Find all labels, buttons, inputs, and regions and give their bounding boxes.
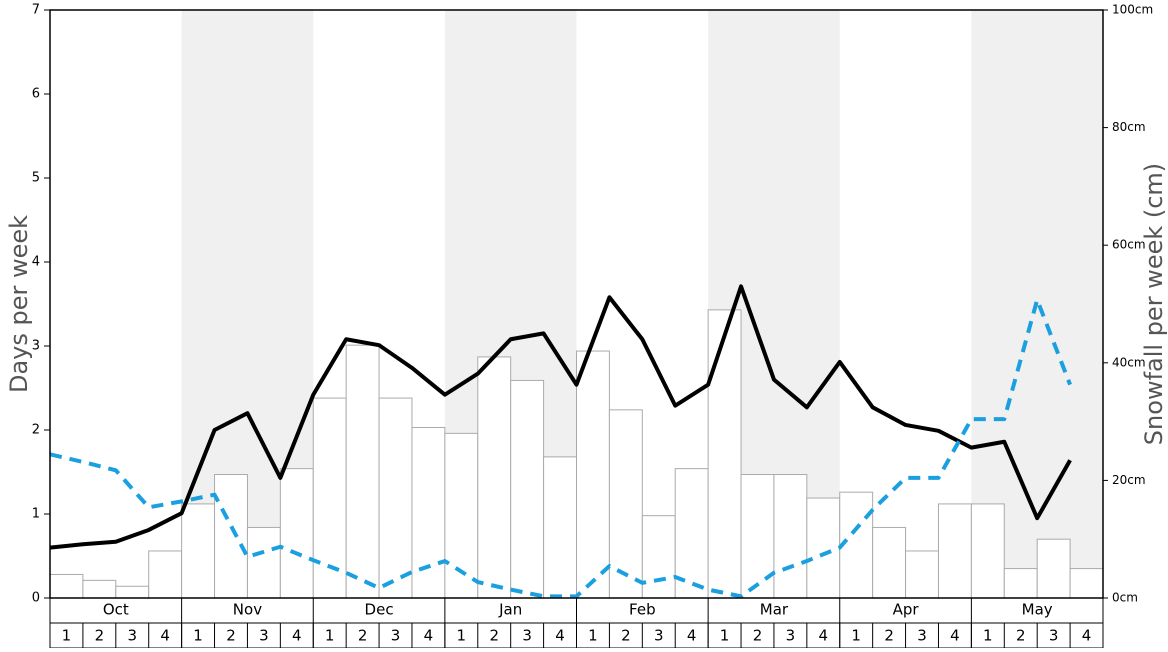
bar (411, 426, 446, 599)
week-label: 4 (292, 627, 302, 645)
bar (806, 497, 841, 599)
week-label: 2 (753, 627, 763, 645)
line (49, 284, 1072, 550)
y-tick-label: 2 (32, 423, 40, 438)
y-tick-label: 5 (32, 171, 40, 186)
bar (839, 491, 874, 599)
bar (477, 356, 512, 599)
week-label: 4 (950, 627, 960, 645)
bar (181, 503, 216, 599)
month-label: Nov (233, 601, 262, 619)
bar (1003, 568, 1038, 599)
month-label: May (1022, 601, 1053, 619)
week-label: 1 (983, 627, 993, 645)
y2-tick-label: 20cm (1112, 473, 1146, 487)
y-axis-label: Days per week (5, 215, 33, 393)
bar (1036, 538, 1071, 599)
week-label: 2 (358, 627, 368, 645)
bar (937, 503, 972, 599)
bar (773, 474, 808, 599)
week-label: 4 (1082, 627, 1092, 645)
bar (740, 474, 775, 599)
bar (707, 309, 742, 599)
y-tick-label: 4 (32, 255, 40, 270)
week-label: 3 (127, 627, 137, 645)
y-tick-label: 3 (32, 339, 40, 354)
bar (872, 526, 907, 599)
bar (115, 585, 150, 599)
y2-tick-label: 60cm (1112, 238, 1146, 252)
line (49, 297, 1072, 599)
bar (576, 350, 610, 599)
week-label: 3 (391, 627, 401, 645)
week-label: 1 (457, 627, 467, 645)
month-label: Apr (893, 601, 920, 619)
week-label: 4 (555, 627, 565, 645)
month-label: Oct (103, 601, 129, 619)
bar (279, 468, 314, 599)
week-label: 1 (62, 627, 72, 645)
week-label: 2 (489, 627, 499, 645)
week-label: 3 (522, 627, 532, 645)
y-tick-label: 6 (32, 87, 40, 102)
y-tick-label: 7 (32, 3, 40, 18)
y2-axis-label: Snowfall per week (cm) (1140, 163, 1168, 445)
week-label: 2 (621, 627, 631, 645)
week-label: 4 (819, 627, 829, 645)
y2-tick-label: 100cm (1112, 3, 1153, 17)
week-label: 1 (325, 627, 335, 645)
y2-tick-label: 80cm (1112, 120, 1146, 134)
bar (148, 550, 183, 599)
week-label: 1 (193, 627, 203, 645)
week-label: 4 (424, 627, 434, 645)
bar (246, 526, 281, 599)
week-label: 2 (226, 627, 236, 645)
week-label: 3 (786, 627, 796, 645)
bar (905, 550, 939, 599)
bar (214, 474, 248, 599)
bar (543, 456, 577, 599)
week-label: 1 (588, 627, 598, 645)
month-label: Jan (498, 601, 522, 619)
month-label: Mar (760, 601, 789, 619)
bar (641, 515, 676, 599)
week-label: 4 (160, 627, 170, 645)
week-label: 3 (1049, 627, 1059, 645)
week-label: 2 (95, 627, 105, 645)
bar (970, 503, 1005, 599)
y-tick-label: 0 (32, 591, 40, 606)
week-label: 1 (851, 627, 861, 645)
month-label: Feb (629, 601, 656, 619)
bar (378, 397, 413, 599)
week-label: 2 (884, 627, 894, 645)
y2-tick-label: 0cm (1112, 591, 1138, 605)
bar (49, 573, 84, 599)
bar (1069, 568, 1104, 599)
bar (510, 379, 545, 599)
bar (345, 344, 380, 599)
week-label: 2 (1016, 627, 1026, 645)
week-label: 1 (720, 627, 730, 645)
month-label: Dec (365, 601, 394, 619)
week-label: 3 (917, 627, 927, 645)
bar (608, 409, 643, 599)
week-label: 3 (654, 627, 664, 645)
week-label: 3 (259, 627, 269, 645)
y-tick-label: 1 (32, 507, 40, 522)
y2-tick-label: 40cm (1112, 355, 1146, 369)
week-label: 4 (687, 627, 697, 645)
bar (82, 579, 117, 599)
